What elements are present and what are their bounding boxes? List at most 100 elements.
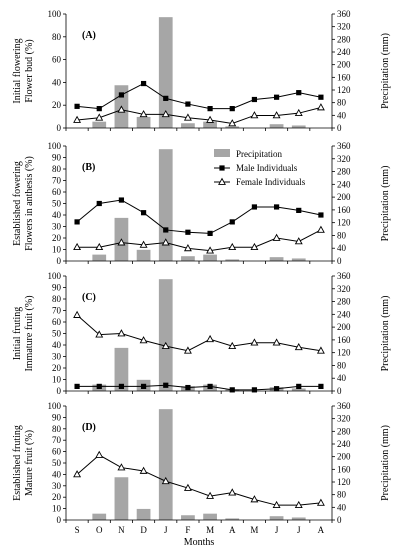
female-individuals-point — [228, 488, 237, 496]
female-individuals-point — [139, 240, 148, 248]
male-individuals-point — [273, 94, 280, 100]
right-tick-label: 0 — [337, 123, 342, 133]
male-individuals-point — [74, 383, 80, 389]
left-tick-label: 20 — [52, 100, 62, 110]
precipitation-bar — [291, 517, 306, 520]
right-tick-label: 280 — [337, 426, 351, 436]
male-individuals-point — [318, 94, 324, 100]
female-individuals-point — [206, 115, 215, 123]
left-tick-label: 50 — [52, 199, 62, 209]
x-tick-label: M — [206, 525, 214, 535]
male-individuals-point — [163, 227, 169, 233]
panel-3: 0102030405060708090100040801201602002402… — [12, 271, 391, 396]
left-tick-label: 60 — [52, 317, 62, 327]
y-axis-title-line: Immature fruit (%) — [24, 295, 35, 371]
left-tick-label: 10 — [52, 245, 62, 255]
x-tick-label: F — [185, 525, 190, 535]
y-axis-title-line: Established fowering — [12, 161, 23, 246]
precipitation-bar — [158, 149, 173, 261]
male-individuals-point — [273, 386, 280, 392]
male-individuals-point — [296, 207, 302, 213]
male-individuals-point — [118, 197, 125, 203]
y2-axis-title: Precipitation (mm) — [380, 166, 391, 242]
male-individuals-point — [251, 204, 258, 210]
female-individuals-point — [272, 233, 281, 241]
left-tick-label: 60 — [52, 447, 62, 457]
right-tick-label: 0 — [337, 256, 342, 266]
x-tick-label: J — [297, 525, 301, 535]
male-individuals-point — [251, 387, 258, 393]
y-axis-title-line: Established fruting — [12, 425, 23, 501]
male-individuals-point — [140, 80, 147, 87]
legend-swatch-precipitation — [214, 149, 230, 157]
precipitation-bar — [269, 257, 284, 261]
panel-label: (C) — [82, 292, 96, 303]
x-tick-label: A — [229, 525, 236, 535]
left-tick-label: 20 — [52, 233, 62, 243]
precipitation-bar — [181, 256, 195, 261]
right-tick-label: 200 — [337, 60, 351, 70]
y-axis-title-line: Flower bud (%) — [24, 39, 35, 102]
female-individuals-point — [95, 113, 104, 121]
right-tick-label: 160 — [337, 205, 351, 215]
y-axis-title-line: Mature fruit (%) — [24, 430, 35, 496]
male-individuals-point — [229, 219, 235, 225]
panel-label: (A) — [82, 30, 96, 41]
legend-label: Male Individuals — [236, 163, 298, 173]
precipitation-bar — [225, 126, 240, 128]
female-individuals-point — [316, 225, 325, 233]
y2-axis-title: Precipitation (mm) — [380, 33, 391, 109]
precipitation-bar — [181, 123, 195, 128]
female-individuals-point — [139, 466, 148, 474]
female-individuals-point — [316, 103, 325, 111]
y2-axis-title: Precipitation (mm) — [380, 425, 391, 501]
female-individuals-point — [117, 329, 126, 337]
left-tick-label: 80 — [52, 424, 62, 434]
male-individuals-point — [118, 383, 125, 389]
right-tick-label: 160 — [337, 464, 351, 474]
female-individuals-point — [206, 491, 215, 499]
left-tick-label: 10 — [52, 375, 62, 385]
panel-1: 0 20 40 60 80 100 0 40 80 120 160 200 240 280 320 360 (A… — [12, 9, 391, 133]
x-tick-label: J — [275, 525, 279, 535]
male-individuals-point — [163, 95, 169, 101]
precipitation-bar — [136, 508, 151, 520]
left-tick-label: 100 — [48, 401, 62, 411]
right-tick-label: 120 — [337, 348, 351, 358]
male-individuals-point — [296, 90, 302, 96]
left-tick-label: 90 — [52, 153, 62, 163]
x-tick-label: S — [75, 525, 80, 535]
left-tick-label: 60 — [52, 55, 62, 65]
right-tick-label: 320 — [337, 154, 351, 164]
right-tick-label: 120 — [337, 85, 351, 95]
legend-marker-male — [219, 165, 225, 171]
y-axis-title-line: Flowers in anthesis (%) — [24, 156, 35, 251]
female-individuals-point — [228, 119, 237, 127]
female-individuals-point — [294, 108, 303, 117]
female-individuals-point — [117, 463, 126, 471]
female-individuals-point — [95, 330, 104, 338]
female-individuals-point — [250, 111, 259, 119]
female-individuals-point — [206, 334, 215, 343]
right-tick-label: 240 — [337, 309, 351, 319]
female-individuals-point — [316, 498, 325, 506]
y-axis-title-line: Initial flowering — [12, 38, 23, 103]
female-individuals-point — [228, 341, 237, 349]
y-axis-title: Established foweringFlowers in anthesis … — [12, 156, 35, 251]
precipitation-bar — [114, 477, 129, 520]
left-tick-label: 80 — [52, 294, 62, 304]
right-tick-label: 280 — [337, 34, 351, 44]
left-tick-label: 0 — [57, 256, 62, 266]
female-individuals-point — [117, 238, 126, 246]
left-tick-label: 40 — [52, 77, 62, 87]
left-tick-label: 30 — [52, 222, 62, 232]
male-individuals-point — [140, 210, 147, 216]
precipitation-bar — [291, 258, 306, 261]
female-individuals-point — [272, 338, 281, 346]
precipitation-bar — [136, 116, 151, 128]
right-tick-label: 320 — [337, 284, 351, 294]
left-tick-label: 40 — [52, 469, 62, 479]
right-tick-label: 80 — [337, 98, 347, 108]
female-individuals-point — [272, 500, 281, 509]
male-individuals-point — [185, 384, 191, 391]
